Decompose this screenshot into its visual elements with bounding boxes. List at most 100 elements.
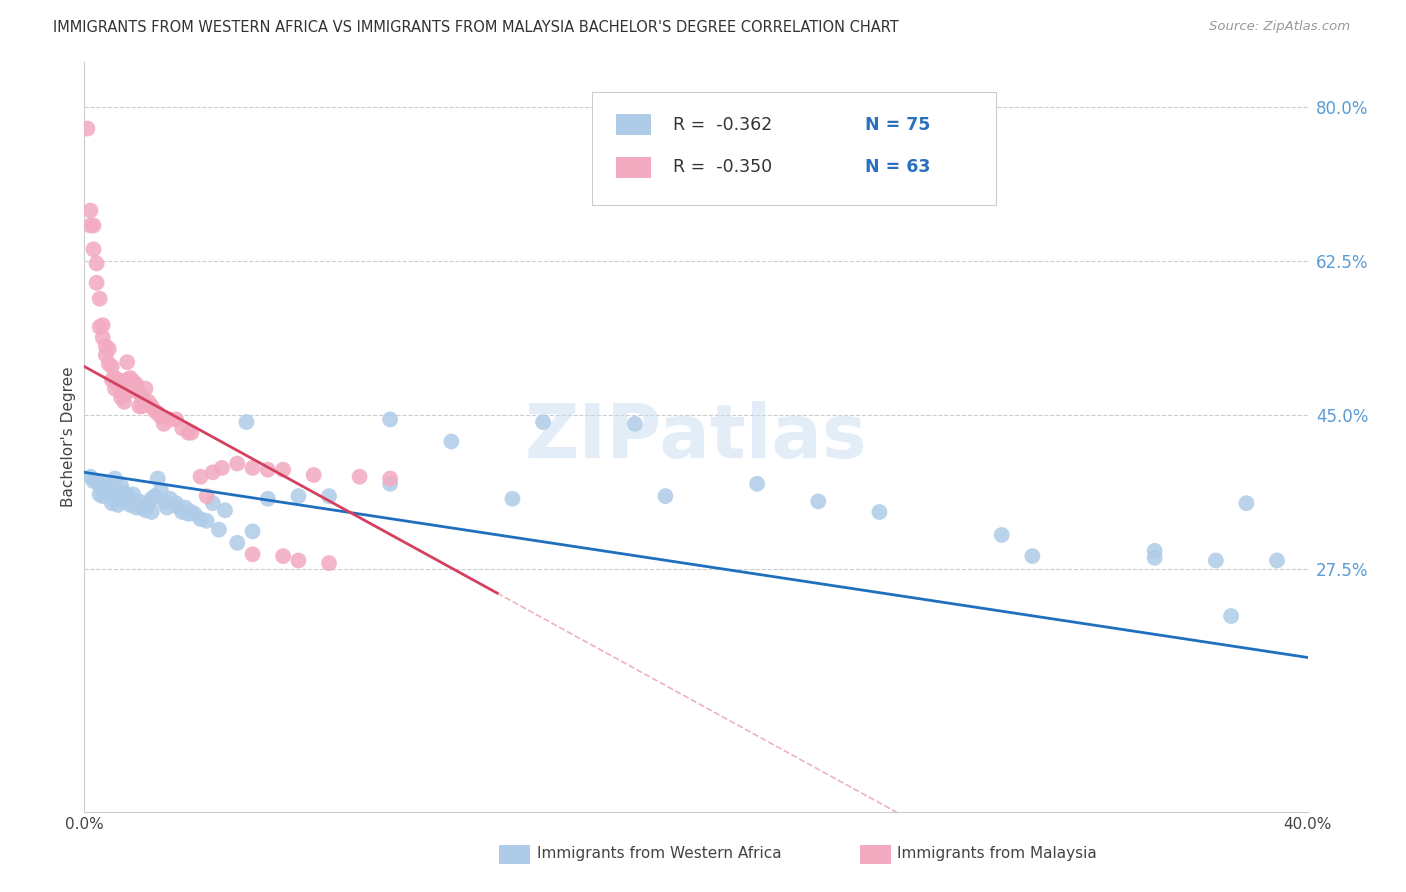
Text: ZIPatlas: ZIPatlas xyxy=(524,401,868,474)
Point xyxy=(104,371,127,385)
Point xyxy=(107,377,129,392)
Point xyxy=(380,412,402,426)
Text: R =  -0.362: R = -0.362 xyxy=(672,116,772,134)
Point xyxy=(143,403,166,417)
Point xyxy=(91,489,114,503)
Point xyxy=(156,500,179,515)
Point xyxy=(120,373,142,387)
Point xyxy=(242,547,264,561)
Point xyxy=(122,487,145,501)
Point xyxy=(1265,553,1288,567)
Point xyxy=(83,474,105,488)
Point xyxy=(128,494,150,508)
Point xyxy=(747,476,769,491)
Point xyxy=(531,415,554,429)
Point xyxy=(1021,549,1043,563)
Point xyxy=(120,498,142,512)
Point xyxy=(104,491,127,505)
FancyBboxPatch shape xyxy=(592,93,995,205)
Point xyxy=(138,496,160,510)
Point xyxy=(1220,609,1243,624)
Point xyxy=(1236,496,1258,510)
Point xyxy=(135,503,157,517)
Point xyxy=(991,528,1014,542)
Point xyxy=(172,421,194,435)
Text: IMMIGRANTS FROM WESTERN AFRICA VS IMMIGRANTS FROM MALAYSIA BACHELOR'S DEGREE COR: IMMIGRANTS FROM WESTERN AFRICA VS IMMIGR… xyxy=(53,20,900,35)
Point xyxy=(167,500,190,515)
FancyBboxPatch shape xyxy=(616,114,651,135)
Point xyxy=(318,556,340,570)
Point xyxy=(159,491,181,506)
Point xyxy=(122,496,145,510)
Point xyxy=(91,330,114,344)
Point xyxy=(226,536,249,550)
Point xyxy=(195,489,218,503)
Point xyxy=(153,417,176,431)
Point xyxy=(128,498,150,512)
Point xyxy=(115,487,138,501)
Point xyxy=(86,256,108,270)
Point xyxy=(97,480,120,494)
Point xyxy=(89,292,111,306)
Point xyxy=(1143,543,1166,558)
Point xyxy=(110,391,132,405)
Point xyxy=(128,386,150,401)
Text: Immigrants from Western Africa: Immigrants from Western Africa xyxy=(537,847,782,861)
Point xyxy=(177,425,200,440)
Point xyxy=(349,469,371,483)
FancyBboxPatch shape xyxy=(616,157,651,178)
Point xyxy=(110,478,132,492)
Point xyxy=(165,412,187,426)
Point xyxy=(131,392,153,407)
Point xyxy=(287,553,309,567)
Point xyxy=(110,386,132,401)
Point xyxy=(94,476,117,491)
Point xyxy=(302,467,325,482)
Point xyxy=(101,496,124,510)
Point xyxy=(83,243,105,257)
Point xyxy=(149,483,172,497)
Point xyxy=(159,412,181,426)
Point xyxy=(125,500,148,515)
Point xyxy=(89,319,111,334)
Point xyxy=(79,219,101,233)
Point xyxy=(101,485,124,500)
Text: Immigrants from Malaysia: Immigrants from Malaysia xyxy=(897,847,1097,861)
Point xyxy=(115,355,138,369)
Point xyxy=(86,276,108,290)
Point xyxy=(190,469,212,483)
Point xyxy=(141,491,163,506)
Point xyxy=(125,377,148,392)
Point xyxy=(94,348,117,362)
Point xyxy=(112,389,135,403)
Point xyxy=(195,514,218,528)
Point xyxy=(146,406,169,420)
Point xyxy=(97,357,120,371)
Point xyxy=(135,382,157,396)
Point xyxy=(190,512,212,526)
Point xyxy=(128,399,150,413)
Point xyxy=(502,491,524,506)
Point xyxy=(101,373,124,387)
Point xyxy=(380,471,402,485)
Point xyxy=(201,466,224,480)
Point xyxy=(89,478,111,492)
Point xyxy=(97,342,120,356)
Point xyxy=(115,491,138,506)
Point xyxy=(107,373,129,387)
Point xyxy=(131,500,153,515)
Point xyxy=(107,483,129,498)
Point xyxy=(138,394,160,409)
Point xyxy=(211,461,233,475)
Text: N = 75: N = 75 xyxy=(865,116,931,134)
Point xyxy=(104,382,127,396)
Point xyxy=(440,434,463,449)
Point xyxy=(149,409,172,424)
Point xyxy=(143,489,166,503)
Point xyxy=(1205,553,1227,567)
Point xyxy=(271,549,294,563)
Point xyxy=(122,375,145,389)
Point xyxy=(180,505,202,519)
Point xyxy=(104,471,127,485)
Point xyxy=(208,523,231,537)
